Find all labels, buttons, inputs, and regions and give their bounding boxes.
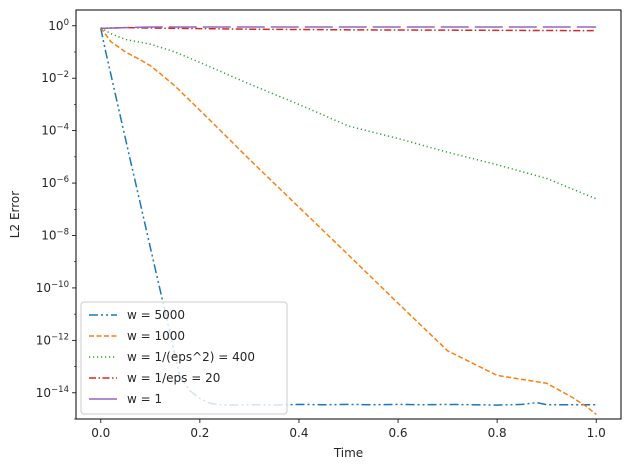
x-tick-label-1: 0.2: [190, 426, 209, 440]
y-tick-label-1: 10−2: [41, 70, 69, 85]
x-tick-label-5: 1.0: [587, 426, 606, 440]
x-axis-label: Time: [333, 446, 363, 460]
y-axis: 100 10−2 10−4 10−6 10−8 10−10 10−12 10−14: [36, 18, 76, 420]
series-line-3: [100, 26, 597, 32]
y-tick-label-0: 100: [48, 18, 69, 33]
x-tick-label-3: 0.6: [388, 426, 407, 440]
legend-label-4: w = 1: [127, 392, 162, 406]
y-tick-label-7: 10−14: [36, 385, 69, 400]
series-line-2: [100, 26, 597, 200]
y-tick-label-6: 10−12: [36, 332, 69, 347]
x-tick-label-0: 0.0: [91, 426, 110, 440]
series-line-4: [100, 26, 597, 30]
y-tick-label-3: 10−6: [41, 175, 69, 190]
series-line-1: [100, 27, 597, 415]
x-tick-label-4: 0.8: [488, 426, 507, 440]
y-axis-label: L2 Error: [8, 191, 22, 238]
legend: w = 5000 w = 1000 w = 1/(eps^2) = 400 w = 1…: [80, 301, 288, 415]
legend-label-2: w = 1/(eps^2) = 400: [127, 350, 255, 364]
series-line-0: [100, 28, 597, 406]
legend-label-3: w = 1/eps = 20: [127, 371, 220, 385]
y-tick-label-5: 10−10: [36, 280, 69, 295]
x-tick-label-2: 0.4: [289, 426, 308, 440]
legend-label-0: w = 5000: [127, 308, 185, 322]
plot-lines: [100, 26, 597, 415]
y-tick-label-4: 10−8: [41, 227, 69, 242]
legend-box: [80, 301, 288, 415]
legend-label-1: w = 1000: [127, 329, 185, 343]
x-axis: 0.0 0.2 0.4 0.6 0.8 1.0: [91, 419, 606, 440]
plot-frame: [75, 9, 622, 420]
y-tick-label-2: 10−4: [41, 123, 69, 138]
